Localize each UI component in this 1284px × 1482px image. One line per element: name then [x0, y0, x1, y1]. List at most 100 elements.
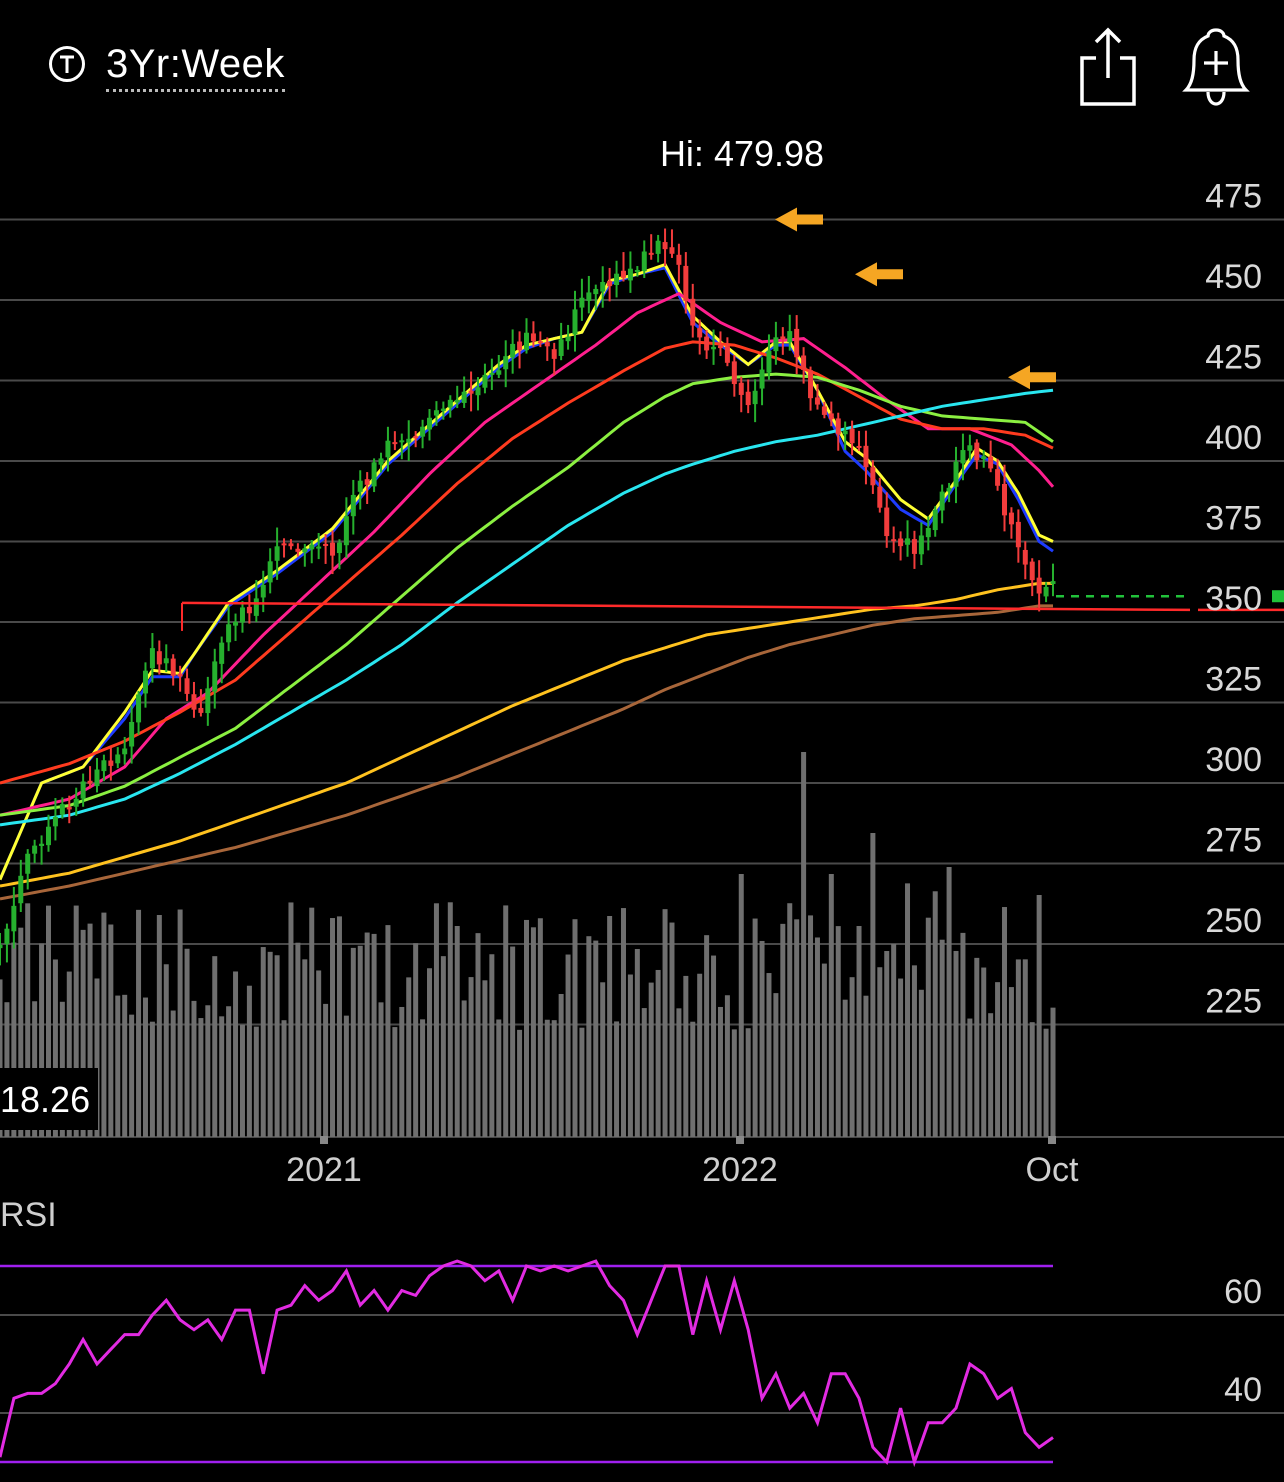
timeframe-selector[interactable]: 3Yr:Week — [106, 42, 285, 92]
volume-bar — [489, 954, 495, 1137]
candle-body — [1022, 549, 1028, 565]
volume-bar — [842, 999, 848, 1137]
candle-body — [537, 341, 543, 344]
volume-bar — [323, 1003, 329, 1137]
candle-body — [52, 816, 58, 827]
volume-bar — [149, 1021, 155, 1137]
volume-bar — [413, 943, 419, 1137]
candle-body — [676, 254, 682, 265]
candle-body — [253, 598, 259, 616]
moving-average-line — [0, 266, 1054, 881]
volume-bar — [551, 1020, 557, 1137]
volume-bar — [981, 967, 987, 1137]
candle-body — [475, 387, 481, 396]
volume-bar — [835, 926, 841, 1137]
candle-body — [877, 486, 883, 508]
volume-bar — [607, 915, 613, 1137]
candle-body — [122, 748, 128, 755]
candle-body — [911, 539, 917, 554]
volume-bar — [295, 942, 301, 1137]
timeframe-icon[interactable] — [48, 45, 86, 83]
candle-body — [73, 798, 79, 807]
candle-body — [856, 445, 862, 448]
candle-body — [80, 781, 86, 799]
volume-bar — [808, 915, 814, 1137]
candle-body — [530, 333, 536, 342]
candle-body — [288, 543, 294, 547]
volume-bar — [427, 968, 433, 1137]
volume-bar — [662, 909, 668, 1137]
volume-bar — [814, 937, 820, 1137]
volume-bar — [1008, 987, 1014, 1137]
candle-body — [745, 391, 751, 406]
add-alert-button[interactable] — [1180, 26, 1252, 108]
candle-body — [572, 309, 578, 335]
moving-average-line — [0, 604, 1053, 901]
candle-body — [267, 561, 273, 583]
volume-bar — [25, 903, 31, 1137]
volume-bar — [745, 1028, 751, 1137]
volume-bar — [87, 923, 93, 1137]
volume-bar — [683, 975, 689, 1137]
volume-bar — [399, 1006, 405, 1137]
candle-body — [295, 548, 301, 552]
volume-bar — [115, 995, 121, 1137]
y-tick-label: 350 — [1205, 580, 1262, 618]
volume-bar — [136, 909, 142, 1137]
candle-body — [115, 754, 121, 764]
volume-bar — [18, 927, 24, 1137]
candle-body — [357, 480, 363, 492]
volume-bar — [1015, 959, 1021, 1137]
x-tick-label: 2022 — [702, 1151, 778, 1189]
candle-body — [600, 281, 606, 292]
horizontal-level-line[interactable] — [181, 601, 1191, 612]
volume-bar — [108, 924, 114, 1137]
candle-body — [489, 372, 495, 375]
rsi-y-tick-label: 40 — [1224, 1371, 1262, 1409]
y-tick-label: 275 — [1205, 822, 1262, 860]
volume-bar — [586, 936, 592, 1137]
candle-body — [717, 345, 723, 349]
rsi-title: RSI — [0, 1196, 57, 1234]
share-button[interactable] — [1076, 26, 1140, 110]
candle-body — [212, 661, 218, 692]
candle-body — [94, 769, 100, 787]
volume-bar — [253, 1026, 259, 1137]
volume-bar — [620, 908, 626, 1137]
volume-bar — [911, 965, 917, 1137]
moving-average-line — [0, 340, 1054, 785]
candle-body — [461, 391, 467, 403]
candle-body — [814, 397, 820, 405]
candle-body — [967, 445, 973, 451]
volume-bar — [170, 1010, 176, 1137]
volume-bar — [468, 977, 474, 1137]
volume-bar — [177, 909, 183, 1137]
candle-body — [4, 928, 10, 944]
volume-bar — [52, 959, 58, 1137]
candle-body — [738, 382, 744, 395]
volume-bar — [946, 867, 952, 1137]
volume-bar — [967, 1018, 973, 1137]
volume-bar — [45, 905, 51, 1137]
candle-body — [274, 546, 280, 561]
volume-bar — [1043, 1028, 1049, 1137]
candle-body — [1029, 561, 1035, 581]
rsi-y-tick-label: 60 — [1224, 1273, 1262, 1311]
candle-body — [773, 337, 779, 352]
volume-bar — [752, 918, 758, 1137]
volume-bar — [863, 995, 869, 1137]
volume-bar — [614, 1021, 620, 1137]
candle-body — [343, 516, 349, 546]
moving-average-line — [0, 372, 1054, 817]
volume-bar — [260, 947, 266, 1137]
volume-bar — [267, 951, 273, 1137]
volume-bar — [974, 957, 980, 1137]
volume-bar — [191, 1000, 197, 1137]
candle-body — [808, 370, 814, 399]
volume-bar — [918, 989, 924, 1137]
volume-bar — [205, 1005, 211, 1137]
volume-bar — [787, 903, 793, 1137]
candle-body — [801, 355, 807, 370]
volume-bar — [877, 967, 883, 1137]
